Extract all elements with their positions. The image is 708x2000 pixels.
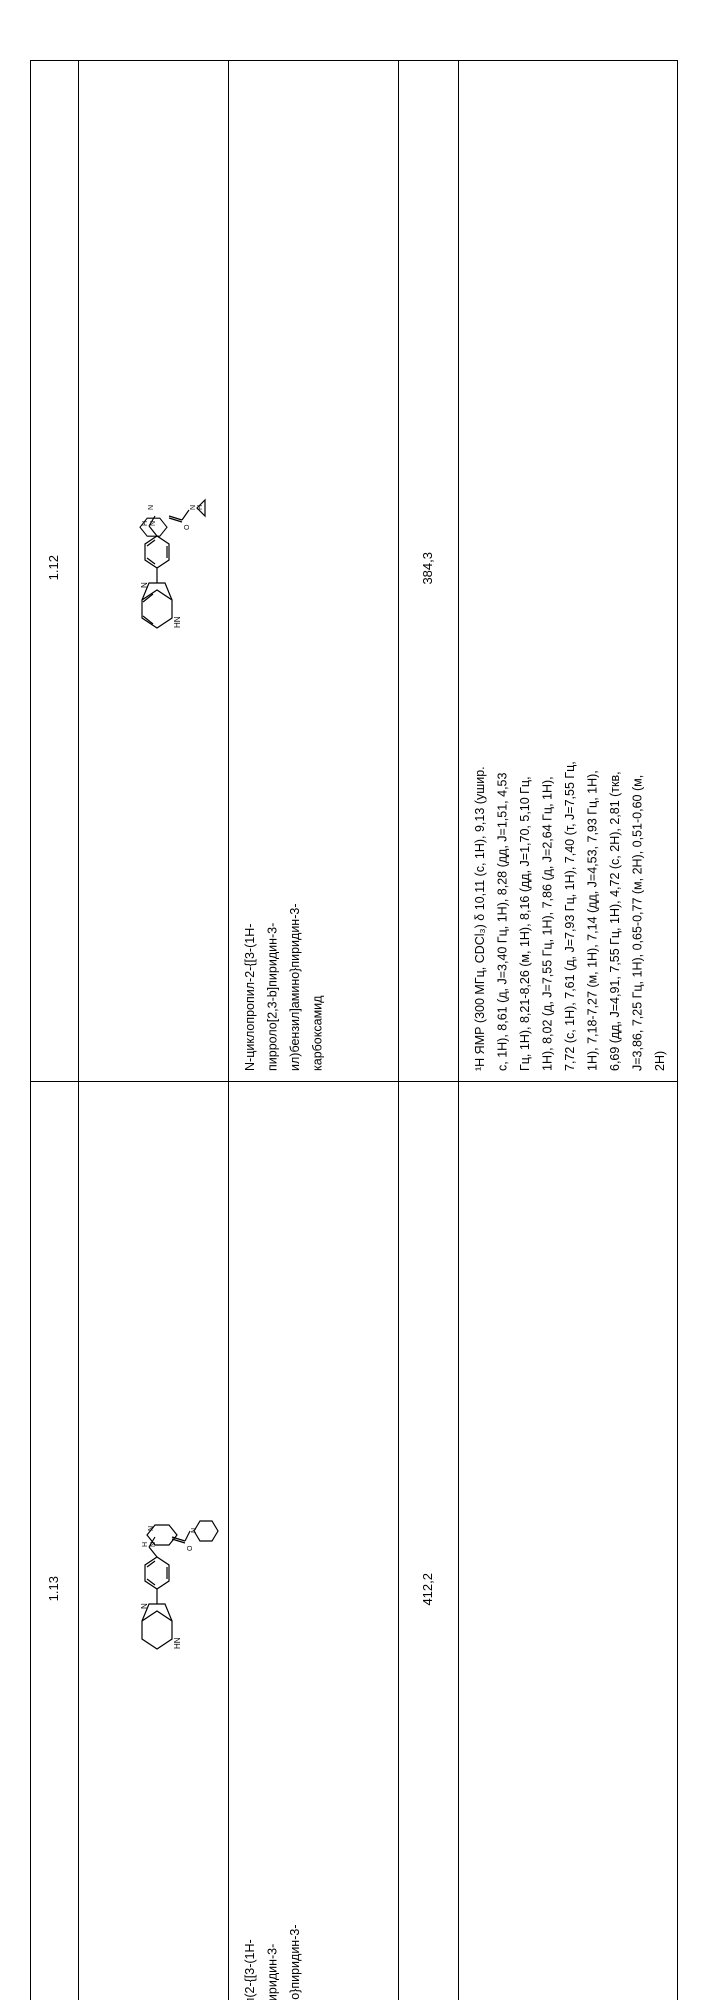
compound-name: Пиперидин-1-ил(2-{[3-(1H- пирроло[2,3-b]… [237, 1088, 331, 2000]
structure-1-13: HN N H N N [87, 1514, 227, 1670]
name-line: пирроло[2,3-b]пиридин-3- [266, 923, 280, 1071]
nmr-line: 2H) [653, 1051, 667, 1071]
nmr-text: - [467, 1088, 494, 2000]
mass-cell: 412,2 [399, 1082, 459, 2000]
svg-text:N: N [140, 582, 149, 588]
svg-text:N: N [150, 521, 157, 526]
nmr-text: ¹H ЯМР (300 МГц, CDCl₃) δ 10,11 (с, 1H),… [467, 67, 674, 1075]
mass-value: 412,2 [418, 1573, 439, 1606]
nmr-line: с, 1H), 8,61 (д, J=3,40 Гц, 1H), 8,28 (д… [496, 773, 510, 1071]
nmr-line: ¹H ЯМР (300 МГц, CDCl₃) δ 10,11 (с, 1H),… [473, 766, 487, 1071]
page: 1.12 HN N [0, 0, 708, 1000]
name-line: Пиперидин-1-ил(2-{[3-(1H- [243, 1939, 257, 2000]
nmr-line: Гц, 1H), 8,21-8,26 (м, 1H), 8,16 (дд, J=… [518, 776, 532, 1071]
svg-text:N: N [148, 1526, 155, 1531]
structure-cell: HN N H N [79, 61, 229, 1082]
name-line: N-циклопропил-2-{[3-(1H- [243, 924, 257, 1071]
structure-cell: HN N H N N [79, 1082, 229, 2000]
table-row: 1.13 HN N [31, 1082, 678, 2000]
svg-text:HN: HN [173, 1637, 182, 1649]
svg-text:HN: HN [173, 616, 182, 628]
row-number: 1.12 [44, 555, 65, 580]
nmr-line: 6,69 (дд, J=4,91, 7,55 Гц, 1H), 4,72 (с,… [608, 771, 622, 1071]
name-cell: Пиперидин-1-ил(2-{[3-(1H- пирроло[2,3-b]… [229, 1082, 399, 2000]
mass-value: 384,3 [418, 552, 439, 585]
svg-text:H: H [142, 1542, 149, 1547]
svg-text:O: O [184, 524, 191, 530]
row-number: 1.13 [44, 1576, 65, 1601]
nmr-line: 1H), 8,02 (д, J=7,55 Гц, 1H), 7,86 (д, J… [541, 776, 555, 1071]
nmr-line: 7,72 (с, 1H), 7,61 (д, J=7,93 Гц, 1H), 7… [563, 761, 577, 1071]
compound-name: N-циклопропил-2-{[3-(1H- пирроло[2,3-b]п… [237, 67, 331, 1075]
svg-text:N: N [148, 505, 155, 510]
name-line: ил)бензил]амино}пиридин-3- [288, 904, 302, 1072]
compound-table: 1.12 HN N [30, 60, 678, 2000]
name-line: пирроло[2,3-b]пиридин-3- [266, 1944, 280, 2000]
table-row: 1.12 HN N [31, 61, 678, 1082]
row-number-cell: 1.13 [31, 1082, 79, 2000]
nmr-cell: ¹H ЯМР (300 МГц, CDCl₃) δ 10,11 (с, 1H),… [459, 61, 678, 1082]
svg-text:N: N [140, 1603, 149, 1609]
svg-text:N: N [190, 505, 197, 510]
name-cell: N-циклопропил-2-{[3-(1H- пирроло[2,3-b]п… [229, 61, 399, 1082]
nmr-cell: - [459, 1082, 678, 2000]
structure-1-12: HN N H N [87, 488, 227, 654]
svg-text:O: O [187, 1545, 194, 1551]
nmr-line: 1H), 7,18-7,27 (м, 1H), 7,14 (дд, J=4,53… [586, 770, 600, 1071]
nmr-line: J=3,86, 7,25 Гц, 1H), 0,65-0,77 (м, 2H),… [631, 775, 645, 1071]
mass-cell: 384,3 [399, 61, 459, 1082]
row-number-cell: 1.12 [31, 61, 79, 1082]
name-line: ил)бензил]амино}пиридин-3- [288, 1925, 302, 2000]
name-line: карбоксамид [311, 996, 325, 1071]
